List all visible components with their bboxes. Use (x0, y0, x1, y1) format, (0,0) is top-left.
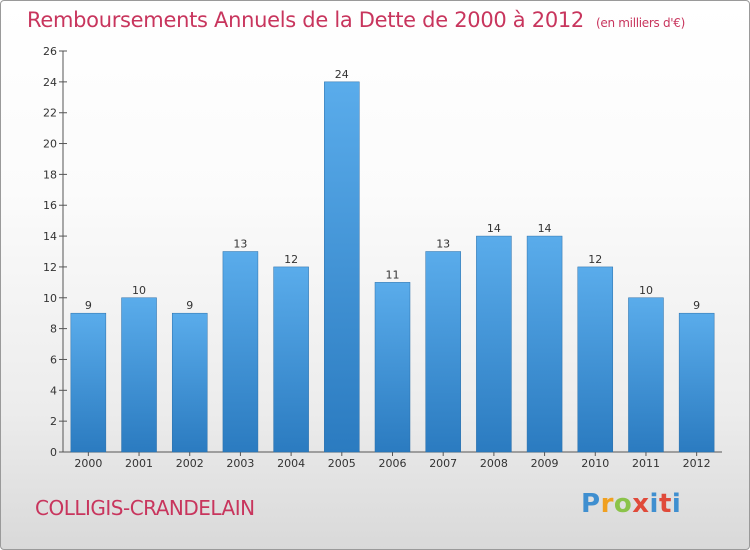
bar-value-label: 13 (436, 238, 450, 251)
bar-value-label: 14 (487, 222, 501, 235)
bar (678, 312, 715, 453)
y-tick-label: 10 (43, 292, 57, 305)
bar (425, 251, 461, 453)
x-tick-label: 2009 (531, 457, 559, 470)
x-tick-label: 2002 (176, 457, 204, 470)
y-tick-label: 20 (43, 138, 57, 151)
bar-value-label: 14 (538, 222, 552, 235)
chart-title: Remboursements Annuels de la Dette de 20… (27, 8, 685, 32)
y-tick-label: 2 (50, 415, 57, 428)
y-tick-label: 24 (43, 76, 57, 89)
y-tick-label: 6 (50, 353, 57, 366)
title-text: Remboursements Annuels de la Dette de 20… (27, 8, 584, 32)
chart-subtitle: (en milliers d'€) (596, 16, 686, 30)
bar-value-label: 13 (233, 238, 247, 251)
bar-value-label: 9 (85, 299, 92, 312)
bar-value-label: 10 (639, 284, 653, 297)
y-tick-label: 18 (43, 168, 57, 181)
y-tick-label: 16 (43, 199, 57, 212)
bar-value-label: 12 (284, 253, 298, 266)
y-tick-label: 12 (43, 261, 57, 274)
bar (324, 81, 360, 453)
bar (577, 266, 614, 453)
x-tick-label: 2008 (480, 457, 508, 470)
x-tick-label: 2007 (429, 457, 457, 470)
x-tick-label: 2000 (74, 457, 102, 470)
bar (171, 312, 208, 453)
y-tick-label: 14 (43, 230, 57, 243)
bar (273, 266, 309, 453)
bar (222, 251, 259, 453)
x-tick-label: 2005 (328, 457, 356, 470)
y-tick-label: 8 (50, 323, 57, 336)
x-tick-label: 2011 (632, 457, 660, 470)
x-tick-label: 2004 (277, 457, 305, 470)
bar (121, 297, 157, 453)
bar-value-label: 9 (186, 299, 193, 312)
bar-value-label: 11 (386, 268, 400, 281)
x-tick-label: 2012 (683, 457, 711, 470)
x-tick-label: 2003 (226, 457, 254, 470)
commune-name: COLLIGIS-CRANDELAIN (35, 496, 255, 520)
bar-value-label: 10 (132, 284, 146, 297)
y-tick-label: 4 (50, 384, 57, 397)
x-tick-label: 2010 (581, 457, 609, 470)
bar (476, 235, 512, 453)
y-tick-label: 26 (43, 45, 57, 58)
bar (526, 235, 563, 453)
bar (70, 312, 107, 453)
x-tick-label: 2006 (379, 457, 407, 470)
bar-value-label: 9 (693, 299, 700, 312)
bar (374, 282, 411, 453)
y-tick-label: 0 (50, 446, 57, 459)
bar (628, 297, 664, 453)
bar-value-label: 12 (588, 253, 602, 266)
x-tick-label: 2001 (125, 457, 153, 470)
bar-value-label: 24 (335, 68, 349, 81)
y-tick-label: 22 (43, 107, 57, 120)
proxiti-logo: Proxiti (581, 489, 682, 519)
